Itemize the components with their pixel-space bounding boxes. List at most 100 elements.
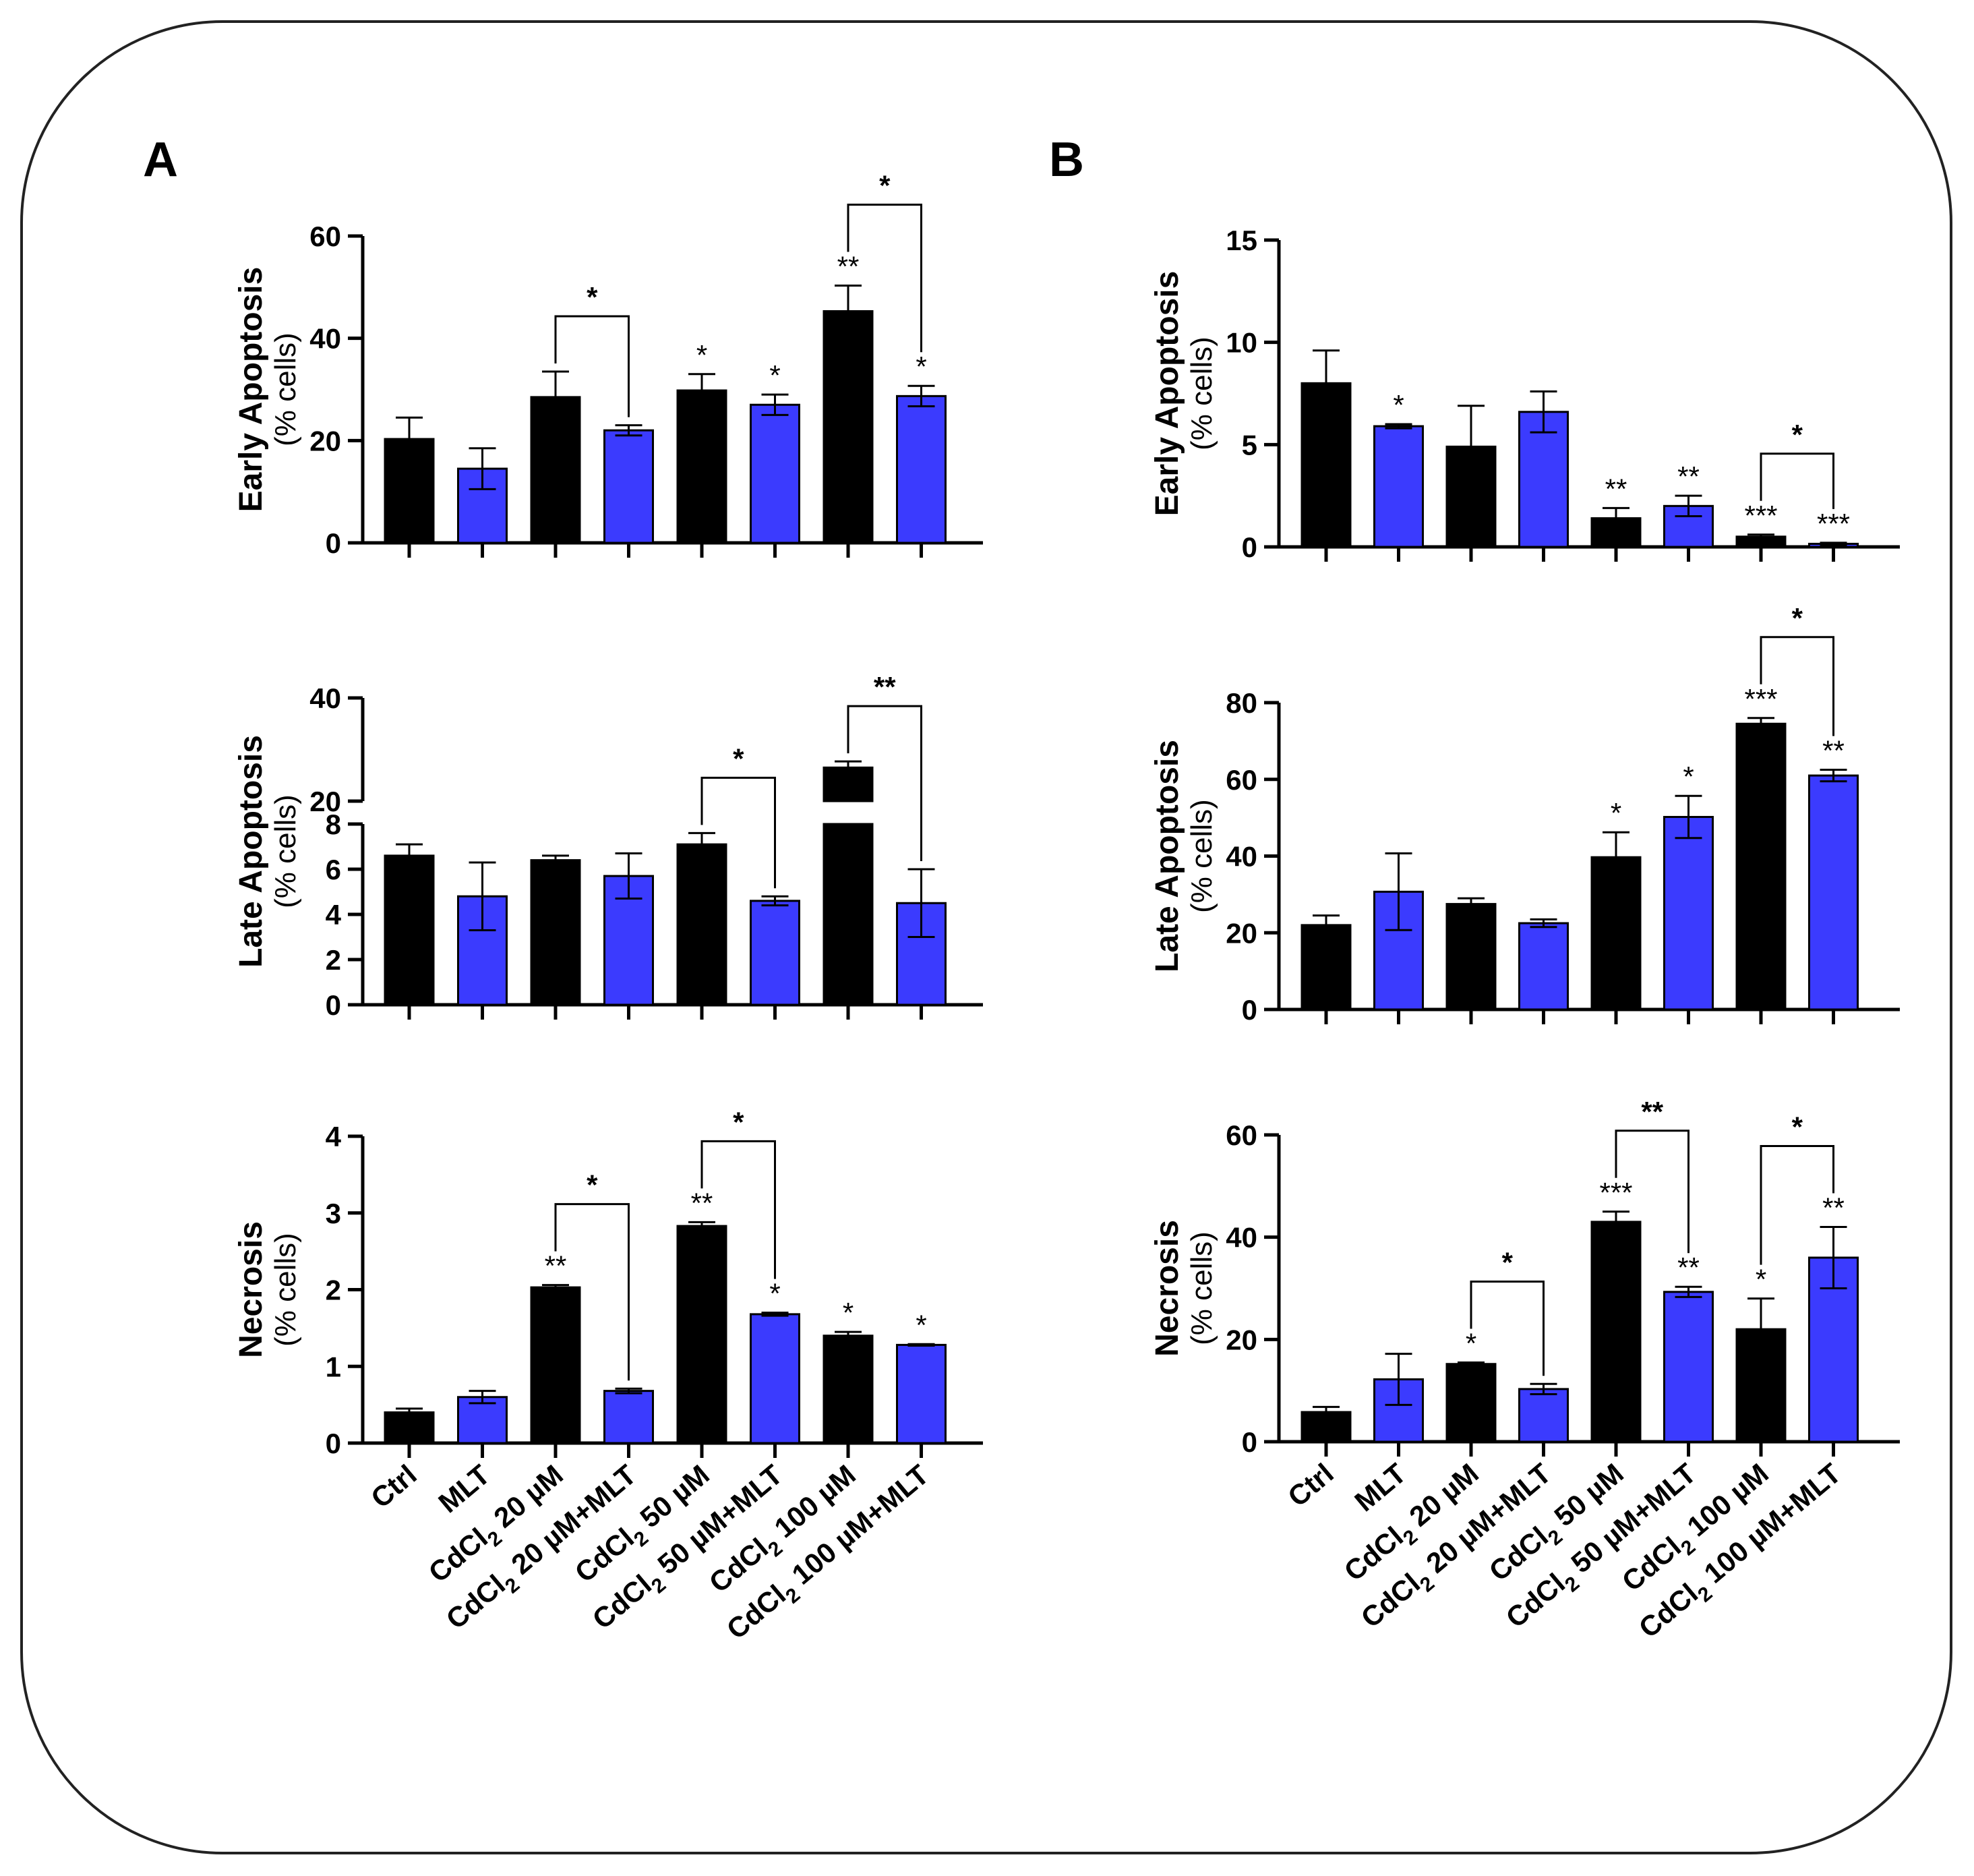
bar	[823, 310, 874, 544]
bar	[1373, 425, 1424, 548]
significance-label: **	[1677, 1252, 1700, 1283]
y-tick-label: 2	[326, 944, 341, 976]
significance-label: **	[545, 1250, 567, 1282]
significance-label: ***	[1744, 683, 1777, 715]
bar	[384, 1411, 435, 1444]
significance-label: **	[1677, 461, 1700, 492]
y-tick-label: 60	[1226, 1119, 1257, 1151]
comparison-bracket	[847, 204, 922, 353]
y-tick-label: 40	[1226, 1222, 1257, 1254]
y-tick-label: 20	[309, 425, 341, 457]
comparison-bracket	[700, 1140, 776, 1279]
bar	[1518, 1388, 1569, 1443]
y-axis-title: Early Apoptosis	[233, 267, 269, 512]
y-tick-label: 6	[326, 854, 341, 885]
y-tick-label: 15	[1226, 225, 1257, 256]
bar	[1518, 411, 1569, 548]
bar	[1663, 1291, 1714, 1443]
y-axis-subtitle: (% cells)	[269, 794, 302, 908]
y-tick-label: 40	[1226, 841, 1257, 873]
bar	[1518, 922, 1569, 1011]
y-tick-label: 8	[326, 809, 341, 840]
y-tick-label: 0	[1242, 531, 1257, 563]
significance-label: ***	[1744, 500, 1777, 531]
bracket-significance-label: *	[1792, 602, 1803, 634]
y-axis-subtitle: (% cells)	[269, 332, 302, 446]
x-tick-label-text: MLT	[432, 1459, 496, 1519]
figure-frame	[20, 20, 1952, 1854]
bracket-significance-label: *	[587, 1169, 598, 1201]
bar	[384, 854, 435, 1006]
y-tick-label: 4	[326, 899, 342, 931]
bar	[750, 403, 800, 544]
bar	[1808, 774, 1859, 1011]
significance-label: *	[1393, 389, 1404, 421]
bracket-significance-label: *	[1792, 419, 1803, 450]
bar	[1445, 1363, 1497, 1443]
significance-label: *	[696, 339, 707, 371]
comparison-bracket	[700, 776, 776, 889]
bracket-significance-label: *	[587, 281, 598, 313]
y-tick-label: 10	[1226, 327, 1257, 359]
bar	[1590, 1221, 1642, 1443]
comparison-bracket	[847, 705, 922, 861]
y-tick-label: 0	[326, 989, 341, 1021]
bracket-significance-label: *	[733, 1106, 744, 1138]
bracket-significance-label: *	[1502, 1246, 1514, 1278]
x-tick-label: Ctrl	[1282, 1457, 1340, 1513]
comparison-bracket	[1615, 1130, 1689, 1254]
x-tick-label: Ctrl	[365, 1459, 423, 1515]
significance-label: *	[769, 1278, 780, 1310]
bar	[1445, 445, 1497, 548]
bar	[457, 467, 508, 544]
significance-label: **	[1822, 1192, 1845, 1224]
y-tick-label: 20	[1226, 917, 1257, 949]
y-tick-label: 3	[326, 1198, 341, 1229]
y-axis-title: Late Apoptosis	[233, 735, 269, 968]
y-tick-label: 2	[326, 1274, 341, 1306]
comparison-bracket	[1470, 1280, 1545, 1376]
significance-label: *	[843, 1297, 854, 1328]
significance-label: *	[1683, 761, 1694, 792]
bracket-significance-label: **	[1641, 1096, 1663, 1127]
significance-label: ***	[1599, 1177, 1632, 1208]
comparison-bracket	[1760, 636, 1834, 736]
significance-label: *	[916, 351, 926, 382]
bar	[530, 859, 581, 1006]
y-axis-title: Necrosis	[233, 1221, 269, 1358]
y-axis-title: Early Apoptosis	[1149, 271, 1185, 517]
bracket-significance-label: *	[879, 170, 891, 202]
panel-letter-b: B	[1049, 133, 1084, 187]
y-tick-label: 40	[309, 323, 341, 355]
significance-label: **	[691, 1187, 713, 1219]
y-tick-label: 20	[309, 786, 341, 817]
bar	[750, 900, 800, 1006]
x-tick-label-text: Ctrl	[365, 1459, 423, 1515]
y-tick-label: 0	[326, 1428, 341, 1459]
significance-label: *	[769, 359, 780, 391]
y-tick-label: 80	[1226, 687, 1257, 719]
x-tick-label: MLT	[432, 1459, 496, 1519]
bracket-significance-label: *	[1792, 1111, 1803, 1143]
significance-label: **	[1605, 473, 1627, 504]
y-axis-title: Late Apoptosis	[1149, 740, 1185, 972]
x-tick-label-text: Ctrl	[1282, 1457, 1340, 1513]
y-axis-subtitle: (% cells)	[269, 1233, 302, 1347]
y-axis-title: Necrosis	[1149, 1220, 1185, 1357]
bar	[676, 389, 727, 544]
bar	[823, 823, 874, 1006]
y-axis-subtitle: (% cells)	[1185, 1231, 1218, 1345]
panel-letter-a: A	[143, 133, 178, 187]
significance-label: **	[837, 251, 860, 283]
comparison-bracket	[554, 315, 630, 417]
y-axis-subtitle: (% cells)	[1185, 799, 1218, 913]
y-tick-label: 4	[326, 1121, 342, 1152]
bracket-significance-label: **	[874, 671, 896, 703]
